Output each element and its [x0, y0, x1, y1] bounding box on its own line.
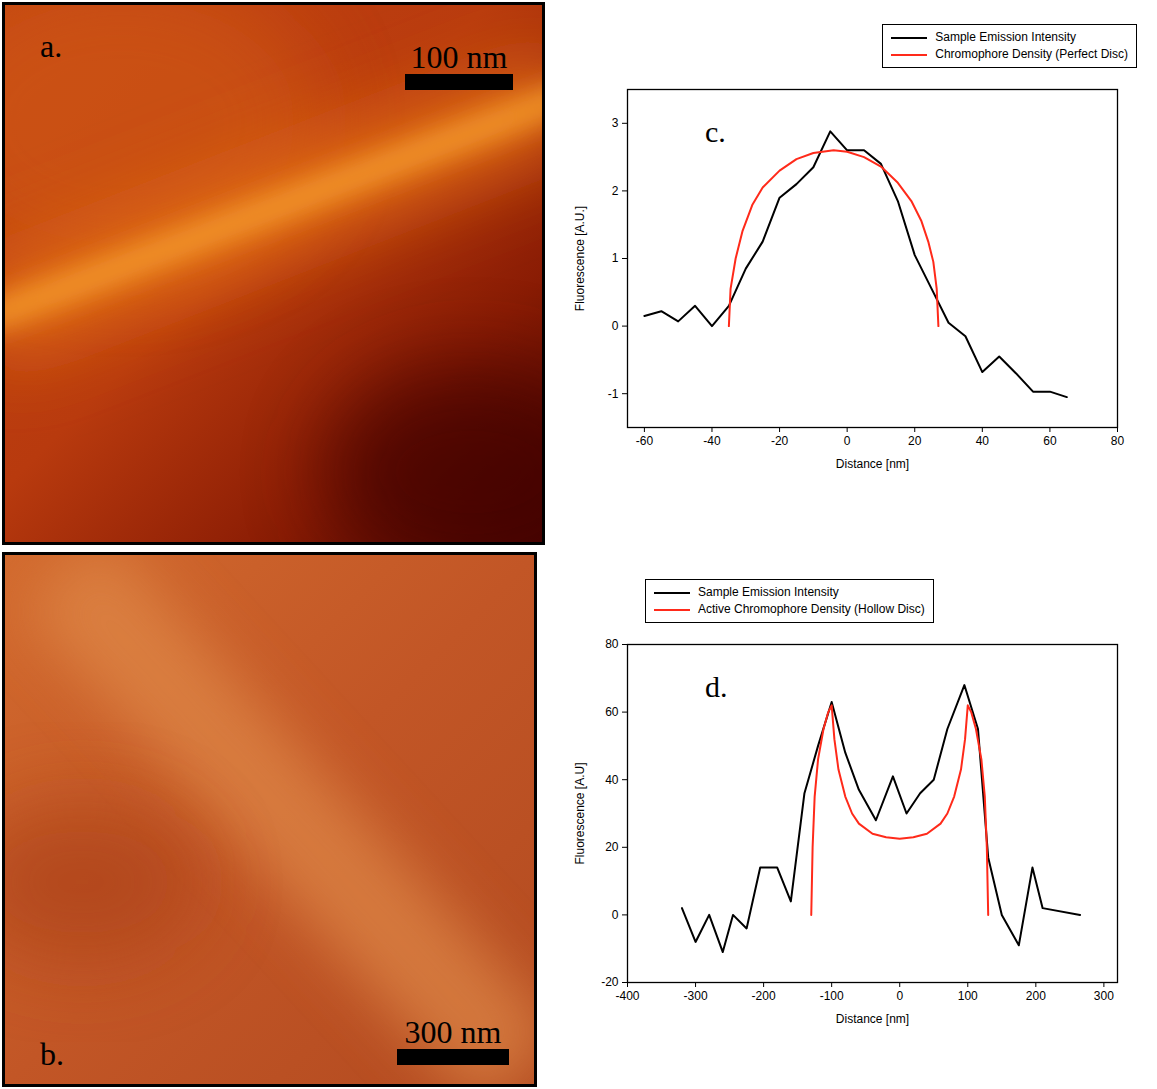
svg-text:0: 0	[612, 319, 619, 333]
html-text:Chromophore Density (Perfect D: Chromophore Density (Perfect Disc)	[935, 47, 1128, 61]
svg-text:a.: a.	[40, 28, 62, 64]
svg-text:-200: -200	[752, 989, 776, 1003]
html-text:Sample Emission Intensity: Sample Emission Intensity	[698, 585, 839, 599]
svg-text:60: 60	[1043, 434, 1057, 448]
svg-text:-20: -20	[771, 434, 789, 448]
svg-text:-100: -100	[820, 989, 844, 1003]
html-text:Sample Emission Intensity: Sample Emission Intensity	[935, 30, 1076, 44]
svg-text:-1: -1	[608, 387, 619, 401]
svg-text:200: 200	[1026, 989, 1046, 1003]
svg-text:-300: -300	[684, 989, 708, 1003]
svg-text:40: 40	[976, 434, 990, 448]
svg-text:-400: -400	[615, 989, 639, 1003]
svg-text:Distance [nm]: Distance [nm]	[836, 1012, 909, 1026]
svg-text:-40: -40	[703, 434, 721, 448]
svg-text:60: 60	[605, 705, 619, 719]
svg-text:b.: b.	[40, 1036, 64, 1072]
svg-text:-60: -60	[636, 434, 654, 448]
svg-text:300: 300	[1094, 989, 1114, 1003]
svg-text:2: 2	[612, 184, 619, 198]
svg-text:Fluorescence [A.U]: Fluorescence [A.U]	[573, 762, 587, 864]
svg-text:-20: -20	[601, 975, 619, 989]
svg-text:20: 20	[908, 434, 922, 448]
html-text:d.: d.	[705, 670, 728, 703]
svg-text:0: 0	[612, 908, 619, 922]
svg-text:Fluorescence [A.U.]: Fluorescence [A.U.]	[573, 206, 587, 311]
svg-text:40: 40	[605, 773, 619, 787]
svg-text:0: 0	[896, 989, 903, 1003]
svg-text:0: 0	[844, 434, 851, 448]
svg-text:20: 20	[605, 840, 619, 854]
svg-text:3: 3	[612, 116, 619, 130]
svg-text:100 nm: 100 nm	[411, 39, 508, 75]
svg-text:100: 100	[958, 989, 978, 1003]
html-text:c.: c.	[705, 115, 726, 148]
svg-text:80: 80	[605, 637, 619, 651]
svg-text:80: 80	[1111, 434, 1125, 448]
svg-text:Distance [nm]: Distance [nm]	[836, 457, 909, 471]
svg-text:300 nm: 300 nm	[405, 1014, 502, 1050]
svg-text:1: 1	[612, 251, 619, 265]
html-text:Active Chromophore Density (Ho: Active Chromophore Density (Hollow Disc)	[698, 602, 925, 616]
